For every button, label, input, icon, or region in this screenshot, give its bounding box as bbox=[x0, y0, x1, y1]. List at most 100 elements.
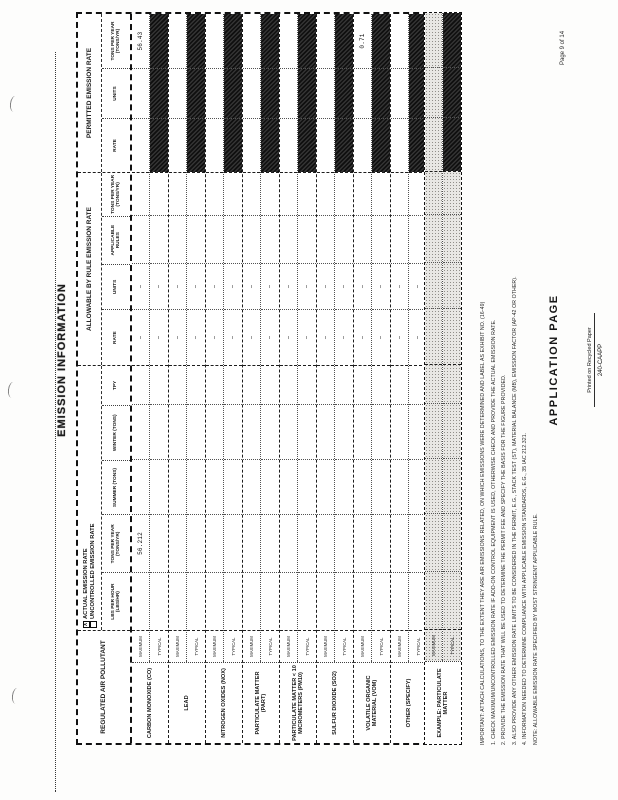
allowable-cell bbox=[280, 172, 297, 215]
actual-cell bbox=[243, 459, 260, 514]
pollutant-name: PARTICULATE MATTER < 10 MICROMETERS (PM1… bbox=[280, 662, 316, 743]
allowable-cell bbox=[425, 214, 442, 262]
actual-cell bbox=[425, 403, 442, 458]
permitted-cell bbox=[280, 118, 297, 172]
actual-cell bbox=[224, 572, 242, 630]
max-typ-label: MAXIMUM bbox=[280, 630, 297, 662]
actual-cell bbox=[132, 404, 149, 459]
allowable-cell: ‒ bbox=[243, 309, 260, 365]
allowable-cell bbox=[243, 215, 260, 263]
allowable-cell: ‒ bbox=[280, 263, 297, 309]
allowable-cell: ‒ bbox=[243, 263, 260, 309]
permitted-cell bbox=[335, 68, 353, 118]
permitted-cell bbox=[187, 14, 205, 68]
actual-rate-label: ACTUAL EMISSION RATE bbox=[82, 548, 89, 619]
actual-cell bbox=[169, 514, 186, 572]
actual-cell bbox=[280, 365, 297, 404]
allowable-cell: ‒ bbox=[150, 263, 168, 309]
allowable-cell: ‒ bbox=[335, 309, 353, 365]
actual-cell bbox=[280, 459, 297, 514]
actual-cell bbox=[335, 404, 353, 459]
permitted-cell bbox=[280, 68, 297, 118]
allowable-cell bbox=[372, 215, 390, 263]
max-typ-label: MAXIMUM bbox=[391, 630, 408, 662]
actual-cell bbox=[206, 514, 223, 572]
actual-cell bbox=[317, 404, 334, 459]
permitted-cell bbox=[372, 14, 390, 68]
actual-cell bbox=[425, 364, 442, 403]
actual-cell bbox=[372, 572, 390, 630]
table-row: TYPICAL ‒ ‒ bbox=[372, 14, 390, 662]
allowable-cell bbox=[425, 308, 442, 364]
col-allow-rate: RATE bbox=[102, 309, 130, 365]
actual-cell bbox=[206, 572, 223, 630]
col-perm-rate: RATE bbox=[102, 118, 130, 172]
allowable-cell bbox=[443, 262, 461, 308]
actual-cell bbox=[261, 572, 279, 630]
table-row: MAXIMUM ‒ ‒ bbox=[243, 14, 261, 662]
actual-cell bbox=[335, 459, 353, 514]
footnote-line: 4. INFORMATION NEEDED TO DETERMINE COMPL… bbox=[522, 432, 528, 745]
actual-cell bbox=[425, 571, 442, 629]
permitted-cell bbox=[224, 14, 242, 68]
max-typ-label: TYPICAL bbox=[443, 629, 461, 661]
actual-cell bbox=[443, 364, 461, 403]
example-row-block: EXAMPLE: PARTICULATE MATTER MAXIMUM TYPICA… bbox=[424, 12, 462, 745]
col-winter: WINTER (TONS) bbox=[102, 404, 130, 460]
pollutant-name: VOLATILE ORGANIC MATERIAL (VOM) bbox=[354, 662, 390, 743]
actual-cell bbox=[317, 572, 334, 630]
actual-cell bbox=[206, 365, 223, 404]
allowable-cell bbox=[317, 215, 334, 263]
max-typ-label: TYPICAL bbox=[224, 630, 242, 662]
col-applicable-rules: APPLICABLE RULES bbox=[102, 215, 130, 264]
table-row: TYPICAL ‒ ‒ bbox=[298, 14, 316, 662]
actual-cell bbox=[261, 404, 279, 459]
permitted-cell bbox=[354, 118, 371, 172]
col-summer: SUMMER (TONS) bbox=[102, 459, 130, 515]
allowable-section: ALLOWABLE BY RULE EMISSION RATE RATE UNI… bbox=[78, 172, 130, 365]
permitted-cell bbox=[280, 14, 297, 68]
actual-cell bbox=[354, 459, 371, 514]
actual-cell bbox=[224, 459, 242, 514]
allowable-cell bbox=[425, 262, 442, 308]
table-row: TYPICAL ‒ ‒ bbox=[261, 14, 279, 662]
actual-cell bbox=[169, 365, 186, 404]
pollutant-name: CARBON MONOXIDE (CO) bbox=[132, 662, 168, 743]
table-row: TYPICAL ‒ ‒ bbox=[224, 14, 242, 662]
actual-cell bbox=[169, 404, 186, 459]
permitted-cell bbox=[298, 68, 316, 118]
permitted-columns: RATE UNITS TONS PER YEAR (TONS/YR) bbox=[102, 14, 130, 172]
actual-cell bbox=[391, 514, 408, 572]
allowable-cell: ‒ bbox=[372, 309, 390, 365]
actual-cell bbox=[206, 459, 223, 514]
allowable-cell: ‒ bbox=[206, 309, 223, 365]
max-typ-label: TYPICAL bbox=[261, 630, 279, 662]
actual-cell bbox=[443, 571, 461, 629]
permitted-cell bbox=[443, 13, 461, 67]
permitted-cell bbox=[206, 68, 223, 118]
actual-cell bbox=[132, 365, 149, 404]
permitted-cell bbox=[391, 68, 408, 118]
allowable-cell bbox=[335, 215, 353, 263]
footnote-line: 3. ALSO PROVIDE ANY OTHER EMISSION RATE … bbox=[511, 276, 518, 745]
permitted-cell bbox=[298, 14, 316, 68]
actual-cell bbox=[298, 459, 316, 514]
actual-cell bbox=[335, 572, 353, 630]
actual-rate-checkbox: X bbox=[82, 621, 90, 628]
actual-cell bbox=[261, 365, 279, 404]
permitted-cell bbox=[443, 67, 461, 117]
actual-cell bbox=[187, 514, 205, 572]
pollutant-row-group: OTHER (SPECIFY) MAXIMUM ‒ ‒ TYPICAL ‒ ‒ bbox=[391, 14, 427, 743]
actual-cell bbox=[354, 572, 371, 630]
allowable-cell bbox=[261, 172, 279, 215]
actual-section-title: X ACTUAL EMISSION RATE UNCONTROLLED EMIS… bbox=[78, 366, 102, 630]
table-row: MAXIMUM ‒ ‒ bbox=[169, 14, 187, 662]
col-allow-tpy: TONS PER YEAR (TONS/YR) bbox=[110, 174, 122, 214]
permitted-cell bbox=[206, 14, 223, 68]
actual-cell bbox=[280, 572, 297, 630]
max-typ-label: MAXIMUM bbox=[354, 630, 371, 662]
page-number: Page 9 of 14 bbox=[560, 30, 566, 65]
allowable-cell: ‒ bbox=[224, 309, 242, 365]
allowable-cell: ‒ bbox=[169, 309, 186, 365]
